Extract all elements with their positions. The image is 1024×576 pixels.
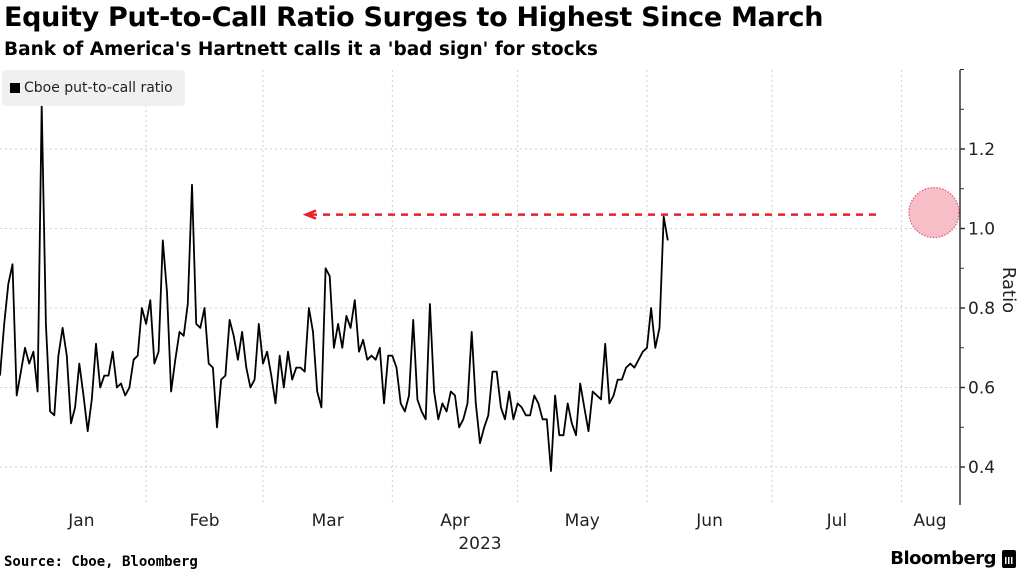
y-tick-label: 0.6 [968, 379, 995, 399]
x-tick-label: Apr [440, 511, 469, 531]
y-tick-label: 1.2 [968, 140, 995, 160]
highlight-circle [908, 186, 960, 239]
horizontal-gridlines [0, 148, 960, 468]
x-tick-label: May [565, 511, 600, 531]
chart-subtitle: Bank of America's Hartnett calls it a 'b… [4, 39, 598, 60]
x-tick-label: Jun [695, 511, 723, 531]
source-note: Source: Cboe, Bloomberg [4, 554, 198, 570]
legend-swatch-icon [10, 83, 20, 93]
x-axis: Jan Feb Mar Apr May Jun Jul Aug [67, 511, 946, 531]
brand-name: Bloomberg [890, 548, 996, 569]
series-line [0, 104, 669, 472]
bloomberg-chart-icon [1002, 549, 1016, 568]
y-axis: 0.4 0.6 0.8 1.0 1.2 [959, 69, 995, 505]
arrow-head-icon [302, 209, 317, 220]
chart-title: Equity Put-to-Call Ratio Surges to Highe… [4, 2, 824, 33]
x-tick-label: Jan [67, 511, 94, 531]
legend-label: Cboe put-to-call ratio [24, 80, 173, 96]
annotation-layer [302, 186, 960, 239]
vertical-gridlines [145, 70, 903, 505]
x-tick-label: Aug [913, 511, 946, 531]
x-axis-year-label: 2023 [458, 534, 501, 554]
y-axis-title: Ratio [998, 267, 1019, 313]
series-layer [0, 104, 669, 472]
bloomberg-logo: Bloomberg [890, 548, 1016, 569]
y-tick-label: 0.4 [968, 458, 995, 478]
x-tick-label: Mar [312, 511, 344, 531]
y-tick-label: 0.8 [968, 299, 995, 319]
legend: Cboe put-to-call ratio [2, 70, 185, 106]
x-tick-label: Feb [189, 511, 219, 531]
x-tick-label: Jul [826, 511, 848, 531]
y-tick-label: 1.0 [968, 220, 995, 240]
